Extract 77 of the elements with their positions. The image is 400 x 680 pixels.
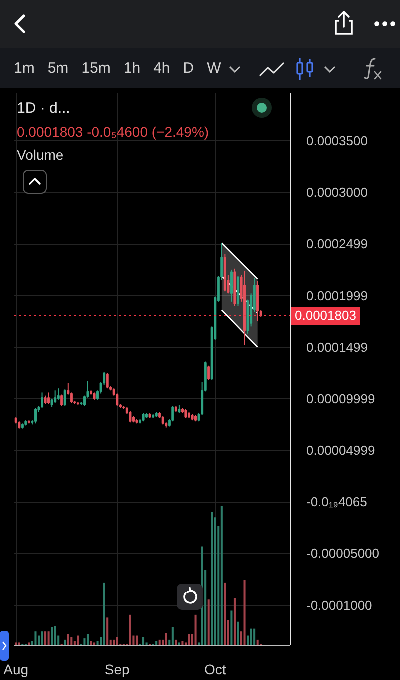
y-tick-label: 0.0002499 xyxy=(306,236,368,252)
bar xyxy=(172,627,174,645)
bar xyxy=(211,512,214,645)
bar xyxy=(84,638,86,645)
candlestick xyxy=(34,408,37,424)
candlestick xyxy=(54,390,57,404)
text: D xyxy=(183,60,194,76)
bar xyxy=(116,637,118,645)
bar xyxy=(86,634,90,645)
bar xyxy=(250,628,252,645)
text: 5m xyxy=(48,60,69,76)
bar xyxy=(224,582,226,645)
bar xyxy=(103,582,106,645)
candlestick xyxy=(106,372,109,390)
bar xyxy=(230,610,233,645)
bar xyxy=(136,636,138,645)
y-tick-label: -0.0001000 xyxy=(306,598,372,613)
candlestick xyxy=(230,269,233,302)
y-tick-label: 0.00009999 xyxy=(306,391,376,406)
bar xyxy=(142,637,145,645)
bar xyxy=(234,598,236,645)
x-tick-label: Sep xyxy=(104,662,130,678)
ref-line-label: 0.0001803 xyxy=(291,306,360,325)
bar xyxy=(194,614,197,645)
y-tick-label: 0.0001999 xyxy=(306,288,368,304)
candlestick xyxy=(129,410,132,424)
bar xyxy=(64,640,66,645)
bar xyxy=(156,641,158,645)
text: 0.0001803 -0.0₅4600 (−2.49%) xyxy=(17,124,210,140)
text: 1h xyxy=(124,60,141,76)
bar xyxy=(90,641,92,645)
y-tick-label: 0.00004999 xyxy=(306,443,376,458)
text: 1m xyxy=(14,60,35,76)
y-tick-label: 0.0003000 xyxy=(306,185,368,200)
y-tick-label: -0.00005000 xyxy=(306,546,380,562)
text: 1D · d... xyxy=(17,100,70,117)
bar xyxy=(54,626,56,645)
x-tick-label: Aug xyxy=(4,662,29,678)
text: W xyxy=(207,60,222,76)
bar xyxy=(165,632,168,645)
bar xyxy=(67,634,70,645)
candlestick xyxy=(184,408,188,420)
candlestick xyxy=(60,394,64,407)
candlestick xyxy=(64,389,66,407)
chart-title: Volume xyxy=(17,147,64,163)
bar xyxy=(113,640,116,645)
bar xyxy=(237,622,240,645)
bar xyxy=(96,641,99,645)
bar xyxy=(158,640,161,645)
bar xyxy=(41,632,44,645)
bar xyxy=(254,628,256,645)
bar xyxy=(44,632,47,645)
bar xyxy=(38,636,40,645)
bar xyxy=(51,627,54,645)
text: 15m xyxy=(82,60,111,76)
bar xyxy=(188,634,190,645)
bar xyxy=(256,640,259,645)
bar xyxy=(244,580,246,645)
bar xyxy=(129,614,132,645)
candlestick xyxy=(41,392,44,409)
bar xyxy=(208,600,210,645)
candlestick xyxy=(208,365,210,381)
y-tick-label: 0.0001499 xyxy=(306,340,368,355)
text: 4h xyxy=(154,60,170,76)
bar xyxy=(48,632,50,645)
bar xyxy=(34,632,37,645)
candlestick xyxy=(48,392,50,405)
bar xyxy=(106,618,109,645)
candlestick xyxy=(57,388,60,400)
bar xyxy=(175,640,178,645)
bar xyxy=(182,641,184,645)
y-tick-label: 0.0003500 xyxy=(306,133,368,148)
bar xyxy=(70,637,73,645)
x-tick-label: Oct xyxy=(204,662,226,678)
bar xyxy=(77,636,80,645)
bar xyxy=(220,506,223,645)
y-tick-label: -0.0₁₉4065 xyxy=(306,494,368,510)
